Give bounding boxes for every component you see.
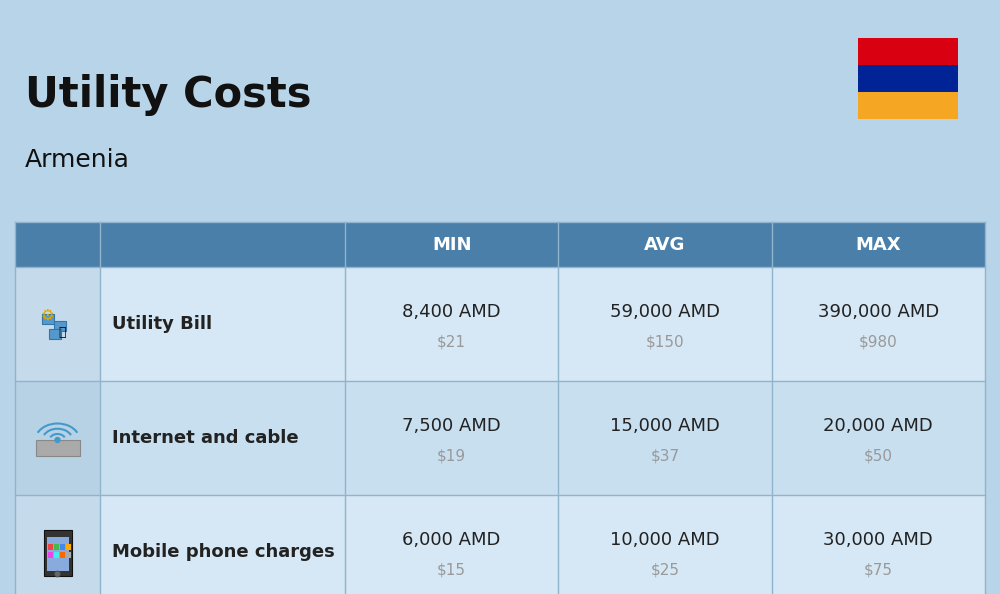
- Bar: [66, 552, 70, 558]
- Text: 15,000 AMD: 15,000 AMD: [610, 417, 720, 435]
- Text: 30,000 AMD: 30,000 AMD: [823, 531, 933, 549]
- Text: $21: $21: [437, 334, 466, 349]
- Bar: [48, 329, 60, 339]
- Text: $19: $19: [437, 448, 466, 463]
- Bar: [15, 267, 100, 381]
- Text: $980: $980: [859, 334, 898, 349]
- Text: Mobile phone charges: Mobile phone charges: [112, 543, 335, 561]
- Text: MIN: MIN: [432, 235, 471, 254]
- Text: $75: $75: [864, 563, 893, 577]
- Text: 59,000 AMD: 59,000 AMD: [610, 303, 720, 321]
- Text: 7,500 AMD: 7,500 AMD: [402, 417, 501, 435]
- Circle shape: [55, 438, 60, 443]
- Text: 10,000 AMD: 10,000 AMD: [610, 531, 720, 549]
- Bar: [60, 544, 64, 550]
- Text: $25: $25: [650, 563, 680, 577]
- Circle shape: [54, 571, 60, 577]
- Bar: [100, 267, 985, 381]
- Bar: [44, 530, 72, 576]
- Bar: [15, 381, 100, 495]
- Text: Utility Costs: Utility Costs: [25, 74, 312, 116]
- Bar: [15, 495, 100, 594]
- Bar: [46, 537, 68, 571]
- Bar: [858, 92, 958, 119]
- Text: ⚙: ⚙: [41, 308, 54, 323]
- Text: Internet and cable: Internet and cable: [112, 429, 299, 447]
- Text: 390,000 AMD: 390,000 AMD: [818, 303, 939, 321]
- Text: $150: $150: [646, 334, 684, 349]
- Text: MAX: MAX: [856, 235, 901, 254]
- Bar: [48, 552, 52, 558]
- Bar: [48, 544, 52, 550]
- Bar: [100, 495, 985, 594]
- Bar: [15, 222, 985, 267]
- Text: 🔌: 🔌: [59, 326, 66, 339]
- Bar: [100, 381, 985, 495]
- Bar: [858, 65, 958, 92]
- Bar: [54, 552, 58, 558]
- Bar: [36, 440, 80, 456]
- Text: $37: $37: [650, 448, 680, 463]
- Text: $15: $15: [437, 563, 466, 577]
- Text: AVG: AVG: [644, 235, 686, 254]
- Bar: [42, 314, 54, 324]
- Text: Utility Bill: Utility Bill: [112, 315, 212, 333]
- Text: Armenia: Armenia: [25, 148, 130, 172]
- Bar: [60, 552, 64, 558]
- Text: $50: $50: [864, 448, 893, 463]
- Bar: [858, 38, 958, 65]
- Bar: [54, 321, 66, 331]
- Text: 8,400 AMD: 8,400 AMD: [402, 303, 501, 321]
- Text: 6,000 AMD: 6,000 AMD: [402, 531, 501, 549]
- Text: 20,000 AMD: 20,000 AMD: [823, 417, 933, 435]
- Bar: [54, 544, 58, 550]
- Bar: [66, 544, 70, 550]
